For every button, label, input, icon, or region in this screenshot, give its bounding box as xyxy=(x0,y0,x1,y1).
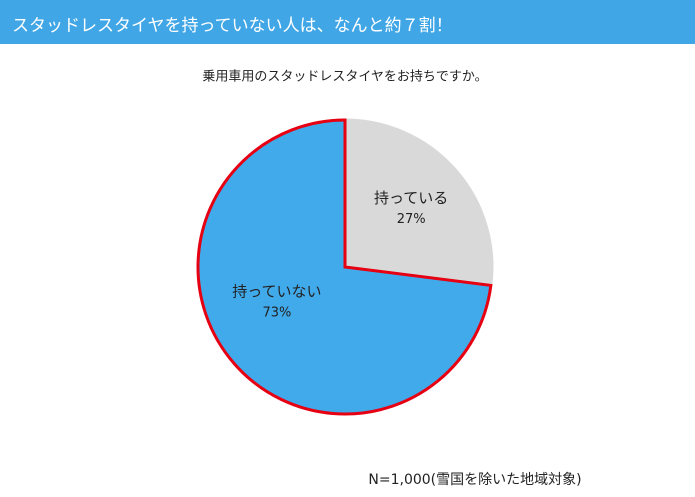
slice-label: 持っていない xyxy=(232,282,321,300)
note: N=1,000(雪国を除いた地域対象) xyxy=(368,472,581,488)
slice-label: 持っている xyxy=(374,189,448,207)
chart-subtitle: 乗用車用のスタッドレスタイヤをお持ちですか。 xyxy=(202,70,487,85)
chart-title: スタッドレスタイヤを持っていない人は、なんと約７割！ xyxy=(12,16,453,36)
pie-slice xyxy=(343,118,494,288)
pie-slice xyxy=(196,118,493,416)
value-label: 27% xyxy=(397,212,426,227)
title-banner: スタッドレスタイヤを持っていない人は、なんと約７割！ xyxy=(0,0,695,44)
value-label: 73% xyxy=(262,305,291,320)
